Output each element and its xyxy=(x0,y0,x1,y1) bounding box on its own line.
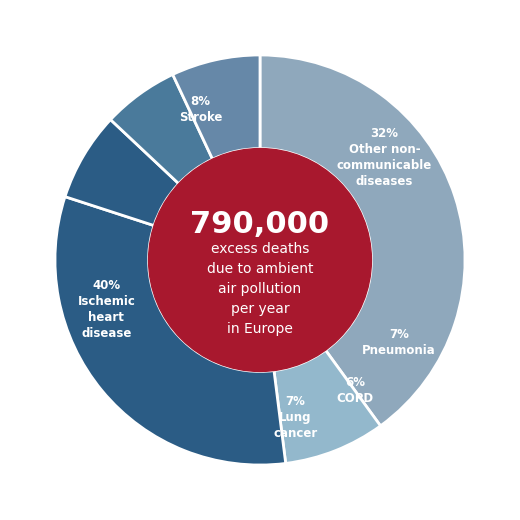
Wedge shape xyxy=(111,74,213,184)
Text: excess deaths
due to ambient
air pollution
per year
in Europe: excess deaths due to ambient air polluti… xyxy=(207,242,313,336)
Text: 32%
Other non-
communicable
diseases: 32% Other non- communicable diseases xyxy=(337,126,432,188)
Text: 7%
Pneumonia: 7% Pneumonia xyxy=(362,328,436,357)
Wedge shape xyxy=(65,120,179,226)
Text: 7%
Lung
cancer: 7% Lung cancer xyxy=(273,395,317,440)
Text: 790,000: 790,000 xyxy=(190,210,330,239)
Text: 8%
Stroke: 8% Stroke xyxy=(179,95,222,124)
Wedge shape xyxy=(173,55,260,159)
Text: 40%
Ischemic
heart
disease: 40% Ischemic heart disease xyxy=(77,279,135,341)
Wedge shape xyxy=(55,197,285,465)
Text: 6%
COPD: 6% COPD xyxy=(336,376,373,405)
Wedge shape xyxy=(274,350,381,463)
Circle shape xyxy=(149,149,371,371)
Wedge shape xyxy=(260,55,465,426)
